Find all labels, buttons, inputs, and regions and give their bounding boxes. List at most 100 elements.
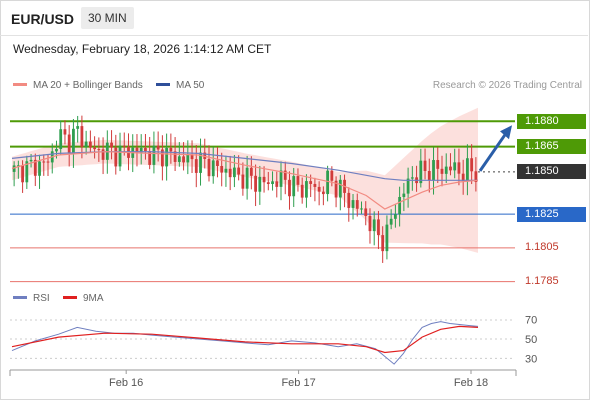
candle-body [338,179,342,198]
candle-body [427,170,431,181]
candle-body [42,161,46,163]
candle-body [194,159,198,173]
timeframe-badge[interactable]: 30 MIN [81,7,134,29]
candle-body [372,219,376,232]
rsi-swatch [13,295,27,299]
candle-body [148,151,152,165]
rsi-tick-label: 70 [525,315,537,327]
candle-body [76,126,80,129]
legend-ma20: MA 20 + Bollinger Bands [13,80,143,92]
legend-ma50: MA 50 [156,80,204,92]
candle-body [156,145,160,150]
candle-body [135,147,139,153]
candle-body [224,168,228,173]
candle-body [46,161,50,163]
candle-body [440,168,444,174]
candle-body [368,215,372,232]
rsi-9ma-line [11,325,479,354]
candle-body [406,178,410,194]
candle-body [288,179,291,197]
candle-body [97,149,101,151]
candle-body [423,160,427,171]
x-axis-label: Feb 16 [109,377,143,389]
candle-body [410,177,414,179]
candle-body [321,191,325,195]
legend-rsi: RSI [13,293,50,304]
candle-body [292,176,296,197]
candle-body [355,200,359,209]
candle-body [309,181,313,184]
chart-timestamp: Wednesday, February 18, 2026 1:14:12 AM … [13,42,272,56]
x-axis-label: Feb 18 [454,377,488,389]
candle-body [25,161,29,183]
candle-body [220,165,224,173]
rsi-tick-label: 30 [525,353,537,365]
candle-body [173,151,177,162]
instrument-symbol: EUR/USD [11,11,75,27]
candle-body [449,166,452,171]
candle-body [233,167,236,178]
candle-body [313,183,317,187]
candle-body [63,129,67,135]
candle-body [152,145,156,165]
candle-body [296,176,300,185]
candle-body [199,152,202,173]
candle-body [139,147,143,153]
candle-body [360,208,363,210]
candle-body [216,160,219,166]
candle-body [262,176,266,183]
candle-body [326,170,330,195]
candle-body [279,170,283,187]
candle-body [398,196,402,215]
candle-body [101,149,105,160]
candle-body [241,174,245,189]
level-tag-1.1865: 1.1865 [517,139,586,155]
candle-body [436,160,440,169]
candle-body [80,126,84,147]
level-tag-1.1805: 1.1805 [525,241,559,254]
forecast-arrowhead [500,125,512,140]
candle-body [72,128,75,154]
candle-body [21,165,24,183]
rsi-line [11,321,479,365]
candle-body [207,158,211,177]
header-divider [0,35,588,36]
candle-body [266,182,270,185]
ma50-swatch [156,82,170,86]
candle-body [254,175,257,192]
candle-body [457,162,461,174]
ma20-line [11,151,479,210]
candle-body [377,219,380,236]
level-tag-1.1785: 1.1785 [525,275,559,288]
candle-body [347,192,351,208]
candle-body [385,224,389,252]
candle-body [237,167,241,175]
level-tag-1.1850: 1.1850 [517,164,586,180]
candle-body [334,180,338,198]
candle-body [33,159,37,176]
rsi-label: RSI [33,293,50,304]
candle-body [300,184,304,198]
candle-body [402,193,406,197]
candle-body [245,167,249,189]
candle-body [122,145,126,147]
candle-body [55,148,58,152]
candle-body [88,141,92,148]
candle-body [351,200,355,208]
candle-body [330,170,334,181]
candle-body [461,173,465,181]
forecast-arrow [478,132,508,172]
level-tag-1.1825: 1.1825 [517,206,586,222]
candle-body [110,142,113,148]
candle-body [432,160,435,181]
candle-body [84,141,88,147]
candle-body [118,145,122,167]
candle-body [160,149,164,167]
candle-body [59,129,63,149]
chart-header: EUR/USD 30 MIN [0,0,588,36]
candle-body [144,147,147,152]
ma20-label: MA 20 + Bollinger Bands [33,80,143,91]
candle-body [453,162,457,171]
rsi-tick-label: 50 [525,334,537,346]
